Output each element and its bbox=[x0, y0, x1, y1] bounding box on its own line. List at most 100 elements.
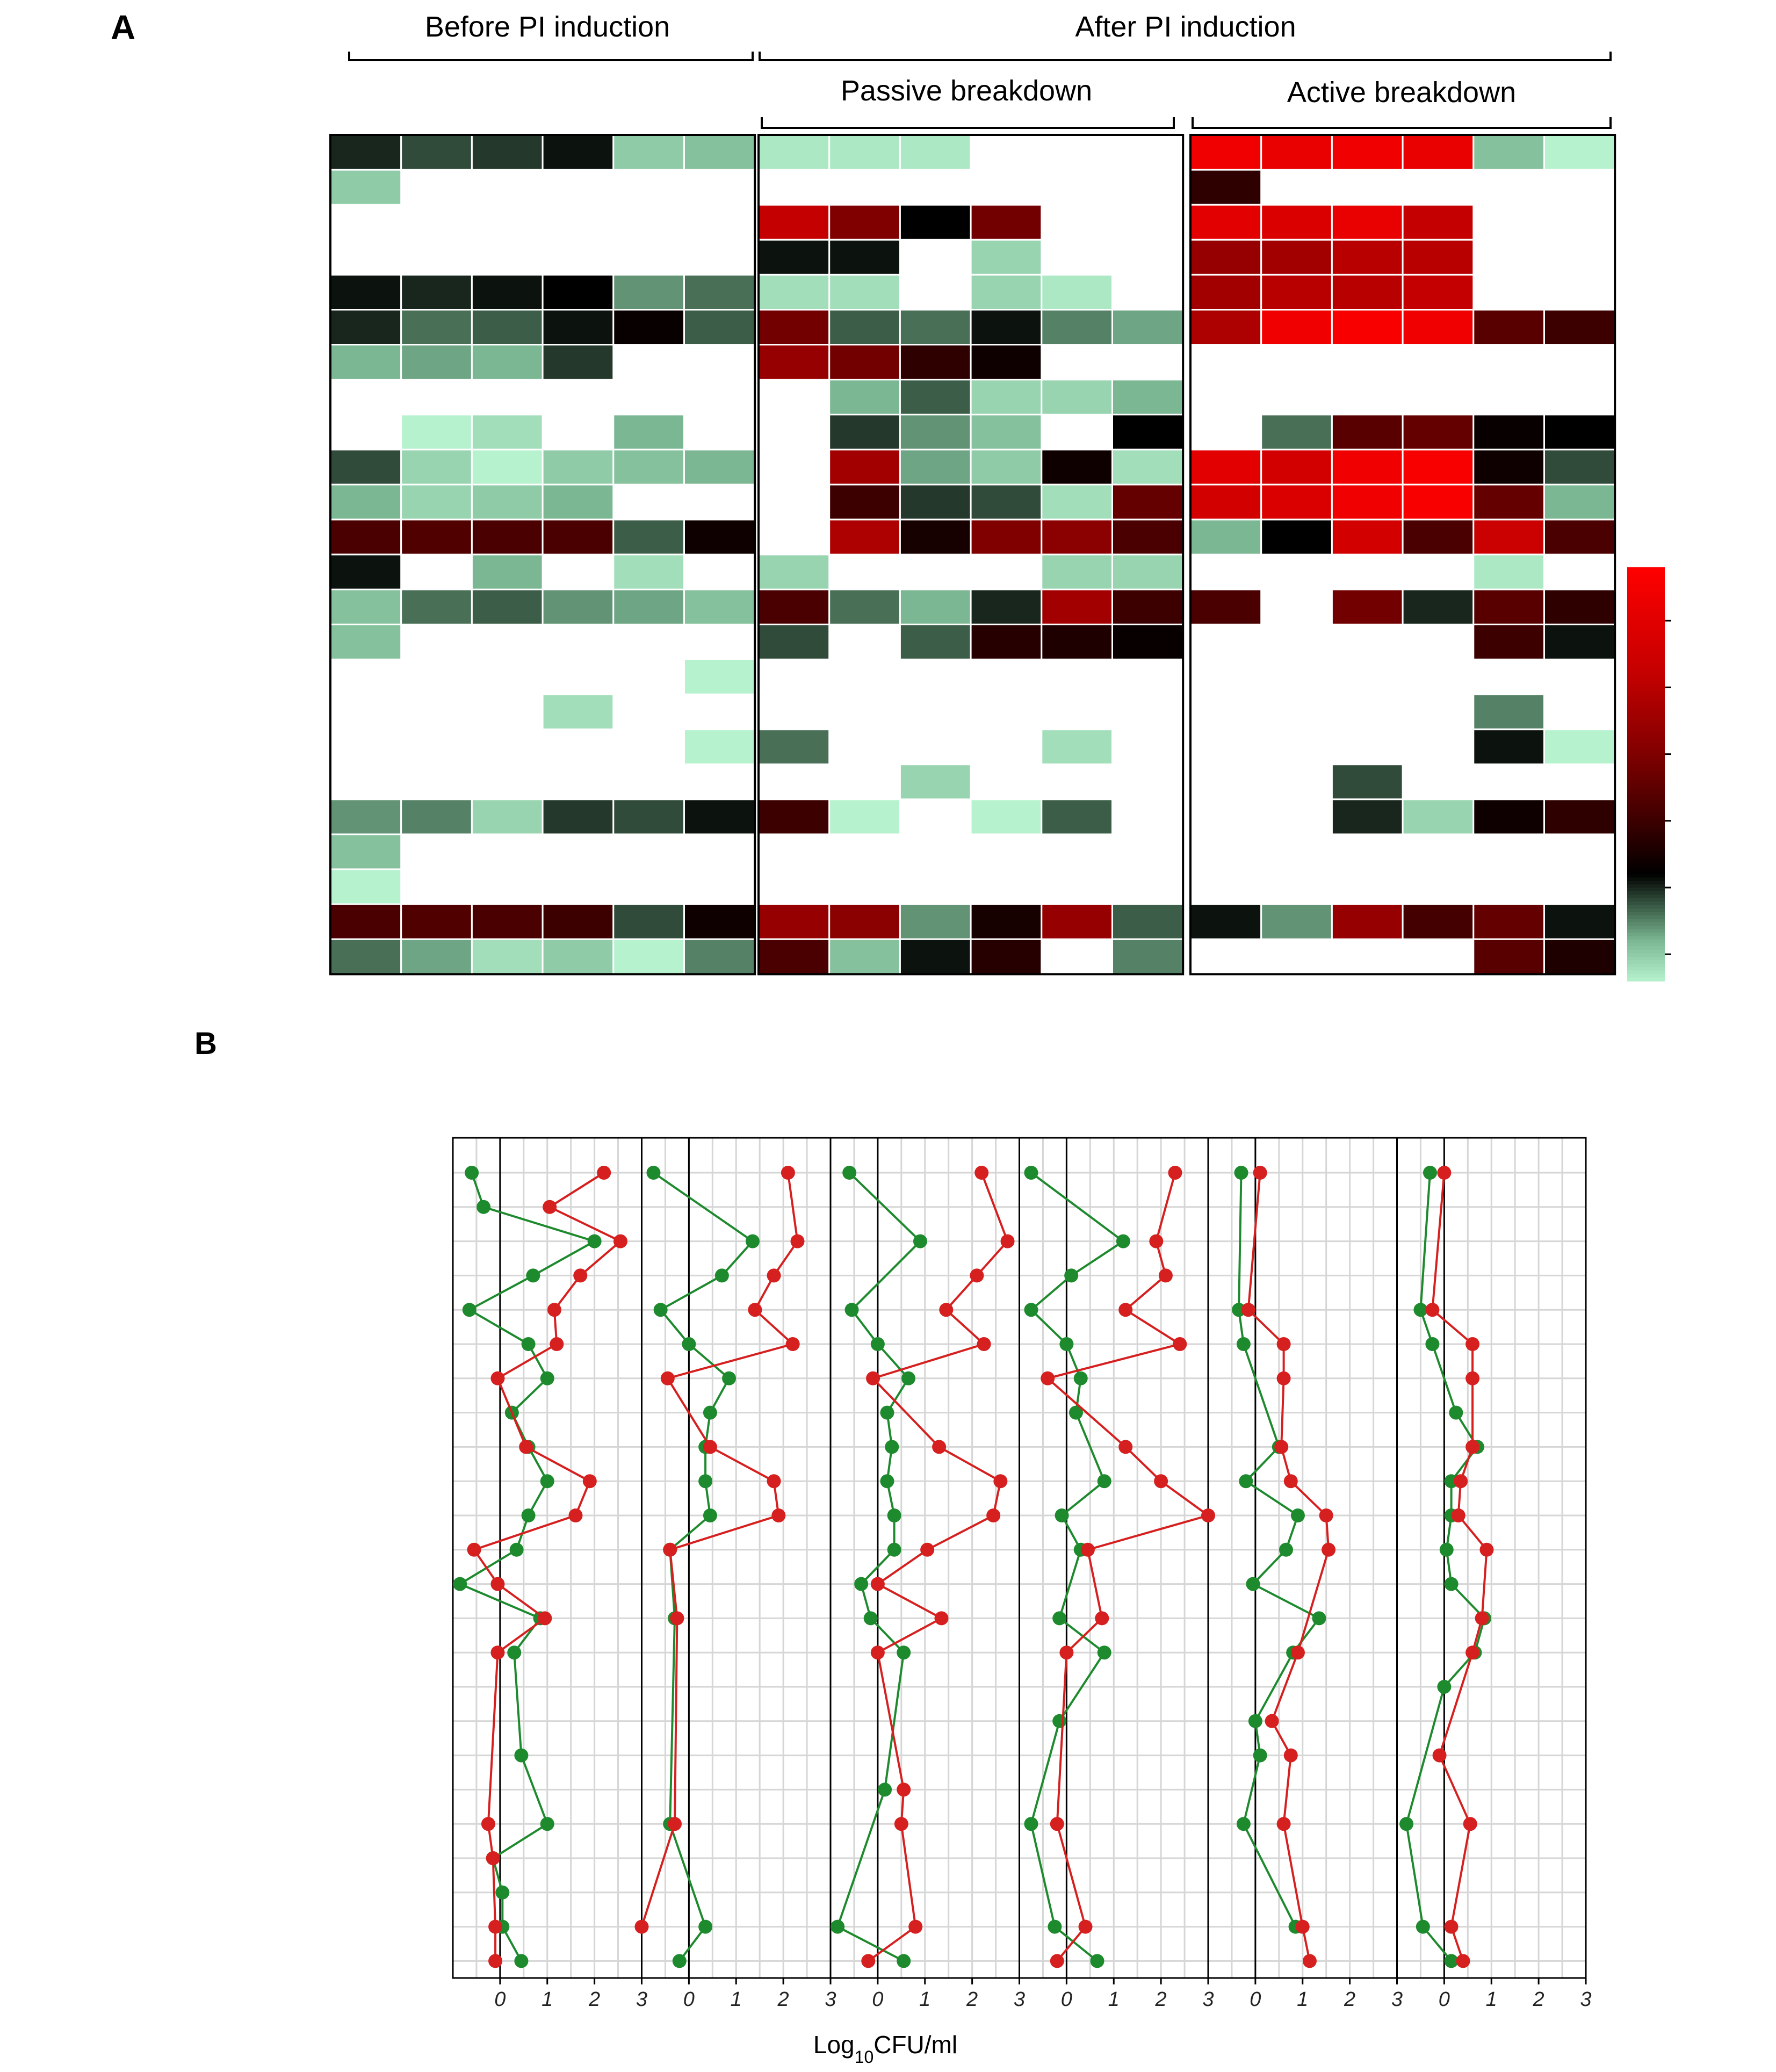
colorbar-segment bbox=[1627, 877, 1665, 882]
heatmap-cell bbox=[899, 518, 972, 555]
heatmap-cell bbox=[1472, 449, 1546, 486]
heatmap-panel-border bbox=[757, 134, 1185, 976]
heatmap-cell bbox=[329, 798, 402, 835]
green-data-point bbox=[887, 1508, 901, 1522]
heatmap-cell bbox=[612, 798, 685, 835]
red-data-point bbox=[490, 1577, 505, 1591]
green-data-point bbox=[1246, 1577, 1260, 1591]
colorbar-segment bbox=[1627, 602, 1665, 606]
heatmap-cell bbox=[1331, 588, 1404, 625]
heatmap-cell bbox=[757, 134, 831, 171]
heatmap-cell bbox=[542, 483, 615, 521]
green-data-point bbox=[1444, 1954, 1459, 1968]
colorbar-segment bbox=[1627, 977, 1665, 981]
colorbar-segment bbox=[1627, 863, 1665, 868]
heatmap-cell bbox=[329, 134, 402, 171]
heatmap-cell bbox=[1189, 273, 1262, 311]
heatmap-cell bbox=[471, 938, 544, 975]
colorbar-segment bbox=[1627, 829, 1665, 834]
heatmap-cell bbox=[683, 588, 756, 625]
heatmap-cell bbox=[1189, 588, 1262, 625]
heatmap-cell bbox=[757, 553, 831, 590]
heatmap bbox=[329, 134, 1616, 976]
green-data-point bbox=[540, 1474, 554, 1489]
red-data-point bbox=[481, 1817, 495, 1831]
red-data-point bbox=[660, 1371, 675, 1385]
colorbar-segment bbox=[1627, 643, 1665, 647]
heatmap-cell bbox=[471, 309, 544, 346]
heatmap-cell bbox=[1402, 239, 1475, 276]
heatmap-cell bbox=[542, 694, 615, 731]
heatmap-cell bbox=[612, 938, 685, 975]
green-data-point bbox=[521, 1337, 536, 1351]
colorbar-segment bbox=[1627, 609, 1665, 613]
heatmap-cell bbox=[612, 903, 685, 940]
heatmap-cell bbox=[400, 344, 473, 381]
heatmap-cell bbox=[1472, 518, 1546, 555]
x-axis-title-b: Log10CFU/ml bbox=[813, 2031, 957, 2067]
green-data-point bbox=[1279, 1542, 1293, 1557]
red-data-point bbox=[939, 1303, 954, 1317]
colorbar-segment bbox=[1627, 715, 1665, 720]
green-data-point bbox=[1416, 1919, 1430, 1934]
colorbar-segment bbox=[1627, 612, 1665, 616]
red-data-point bbox=[1276, 1337, 1291, 1351]
heatmap-cell bbox=[1260, 483, 1333, 521]
heatmap-panel-border bbox=[1189, 134, 1616, 976]
green-data-point bbox=[901, 1371, 915, 1385]
red-data-point bbox=[1456, 1954, 1470, 1968]
green-data-point bbox=[1234, 1166, 1248, 1180]
red-data-point bbox=[1095, 1611, 1109, 1626]
colorbar-segment bbox=[1627, 605, 1665, 609]
green-data-point bbox=[682, 1337, 696, 1351]
heatmap-cell bbox=[1543, 309, 1616, 346]
red-data-point bbox=[986, 1508, 1001, 1522]
red-data-point bbox=[1059, 1645, 1074, 1660]
heatmap-cell bbox=[1543, 728, 1616, 766]
red-data-point bbox=[861, 1954, 876, 1968]
x-tick-label: 0 bbox=[1439, 1988, 1450, 2011]
colorbar-segment bbox=[1627, 695, 1665, 699]
heatmap-cell bbox=[1331, 763, 1404, 800]
colorbar-segment bbox=[1627, 743, 1665, 747]
red-data-point bbox=[974, 1166, 989, 1180]
heatmap-cell bbox=[828, 134, 901, 171]
x-tick-label: 2 bbox=[777, 1988, 789, 2011]
heatmap-cell bbox=[828, 938, 901, 975]
heatmap-cell bbox=[329, 518, 402, 555]
colorbar-segment bbox=[1627, 688, 1665, 692]
heatmap-cell bbox=[757, 588, 831, 625]
heatmap-cell bbox=[1472, 623, 1546, 661]
x-tick-label: 2 bbox=[966, 1988, 978, 2011]
red-data-point bbox=[1479, 1542, 1494, 1557]
heatmap-cell bbox=[1331, 483, 1404, 521]
colorbar-segment bbox=[1627, 674, 1665, 678]
green-data-point bbox=[1437, 1680, 1452, 1694]
heatmap-cell bbox=[1041, 553, 1114, 590]
heatmap-cell bbox=[1111, 309, 1184, 346]
x-tick-label: 3 bbox=[1580, 1988, 1591, 2011]
green-data-point bbox=[1439, 1542, 1454, 1557]
heatmap-cell bbox=[329, 169, 402, 206]
heatmap-cell bbox=[329, 623, 402, 661]
colorbar-segment bbox=[1627, 905, 1665, 909]
green-data-point bbox=[703, 1508, 717, 1522]
heatmap-cell bbox=[828, 483, 901, 521]
heatmap-cell bbox=[329, 553, 402, 590]
red-data-point bbox=[1475, 1611, 1489, 1626]
heatmap-cell bbox=[1543, 588, 1616, 625]
red-data-point bbox=[1041, 1371, 1055, 1385]
red-data-point bbox=[613, 1234, 627, 1248]
heatmap-cell bbox=[1041, 449, 1114, 486]
colorbar-segment bbox=[1627, 656, 1665, 661]
colorbar-segment bbox=[1627, 967, 1665, 971]
red-data-point bbox=[1050, 1817, 1064, 1831]
green-data-point bbox=[1449, 1405, 1463, 1420]
green-data-point bbox=[844, 1303, 859, 1317]
colorbar-segment bbox=[1627, 846, 1665, 851]
red-data-point bbox=[1149, 1234, 1164, 1248]
colorbar-segment bbox=[1627, 615, 1665, 620]
red-data-point bbox=[1050, 1954, 1064, 1968]
colorbar-segment bbox=[1627, 960, 1665, 964]
colorbar-segment bbox=[1627, 805, 1665, 810]
